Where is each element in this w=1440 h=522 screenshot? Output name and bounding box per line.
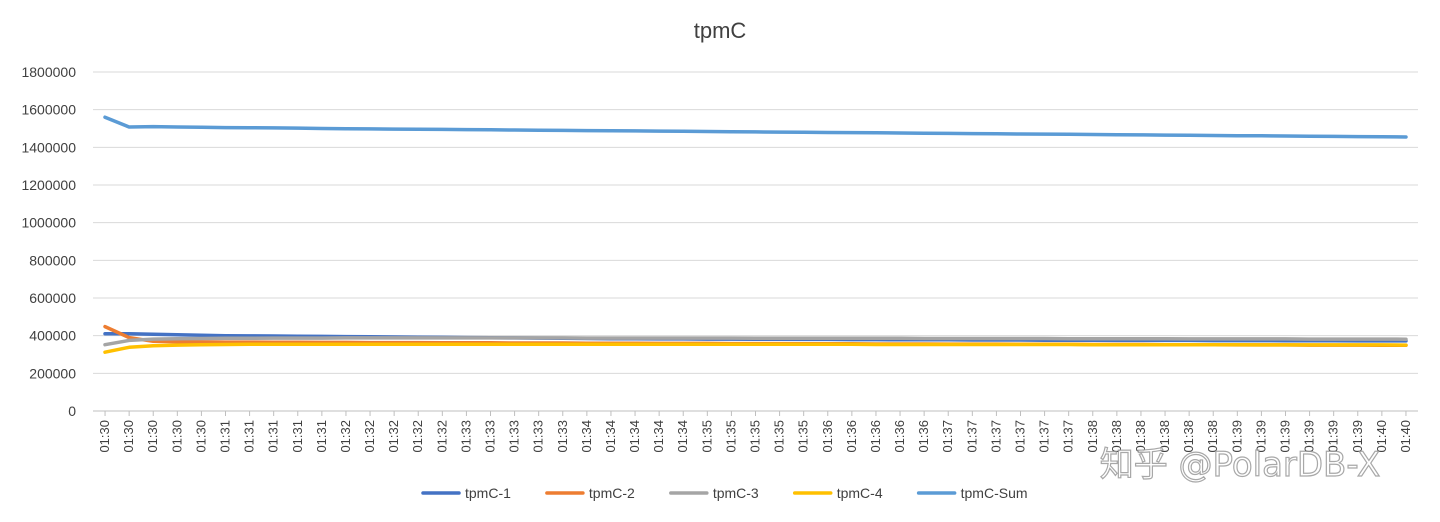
y-tick-label: 1400000 xyxy=(21,139,76,155)
x-tick-label: 01:31 xyxy=(266,420,281,453)
x-tick-label: 01:37 xyxy=(940,420,955,453)
y-tick-label: 800000 xyxy=(29,252,76,268)
x-tick-label: 01:33 xyxy=(555,420,570,453)
x-tick-label: 01:34 xyxy=(627,420,642,453)
watermark-text: 知乎 @PolarDB-X xyxy=(1100,445,1381,485)
series-line-tpmc-sum xyxy=(103,115,1408,139)
y-tick-label: 1000000 xyxy=(21,215,76,231)
x-tick-label: 01:36 xyxy=(868,420,883,453)
x-tick-label: 01:39 xyxy=(1302,420,1317,453)
x-tick-label: 01:39 xyxy=(1278,420,1293,453)
x-tick-label: 01:38 xyxy=(1109,420,1124,453)
x-tick-label: 01:37 xyxy=(1061,420,1076,453)
x-tick-label: 01:33 xyxy=(531,420,546,453)
x-tick-label: 01:33 xyxy=(483,420,498,453)
x-tick-label: 01:38 xyxy=(1157,420,1172,453)
x-tick-label: 01:38 xyxy=(1181,420,1196,453)
chart-title: tpmC xyxy=(694,18,747,43)
x-tick-label: 01:39 xyxy=(1326,420,1341,453)
x-tick-label: 01:30 xyxy=(121,420,136,453)
x-tick-label: 01:40 xyxy=(1374,420,1389,453)
x-tick-label: 01:38 xyxy=(1133,420,1148,453)
x-tick-label: 01:33 xyxy=(507,420,522,453)
x-tick-label: 01:40 xyxy=(1398,420,1413,453)
x-tick-label: 01:30 xyxy=(193,420,208,453)
x-tick-label: 01:31 xyxy=(218,420,233,453)
x-tick-label: 01:32 xyxy=(362,420,377,453)
gridlines xyxy=(93,71,1418,412)
legend-label: tpmC-2 xyxy=(589,485,635,501)
x-tick-label: 01:37 xyxy=(1037,420,1052,453)
x-tick-label: 01:33 xyxy=(458,420,473,453)
x-tick-label: 01:30 xyxy=(169,420,184,453)
y-tick-label: 600000 xyxy=(29,290,76,306)
legend-label: tpmC-Sum xyxy=(961,485,1028,501)
x-tick-label: 01:34 xyxy=(579,420,594,453)
x-tick-label: 01:32 xyxy=(434,420,449,453)
legend-label: tpmC-1 xyxy=(465,485,511,501)
y-tick-label: 0 xyxy=(68,403,76,419)
x-tick-label: 01:35 xyxy=(699,420,714,453)
y-tick-label: 1800000 xyxy=(21,64,76,80)
x-tick-label: 01:39 xyxy=(1229,420,1244,453)
x-tick-label: 01:31 xyxy=(290,420,305,453)
x-tick-label: 01:39 xyxy=(1253,420,1268,453)
x-tick-label: 01:30 xyxy=(97,420,112,453)
x-tick-label: 01:32 xyxy=(338,420,353,453)
series-line-tpmc-3 xyxy=(103,336,1408,347)
y-tick-label: 400000 xyxy=(29,328,76,344)
y-tick-label: 200000 xyxy=(29,365,76,381)
x-tick-label: 01:38 xyxy=(1085,420,1100,453)
x-tick-label: 01:32 xyxy=(410,420,425,453)
y-tick-label: 1200000 xyxy=(21,177,76,193)
y-axis-tick-labels: 0 200000 400000 600000 800000 1000000 1200000 1… xyxy=(21,64,76,419)
legend-label: tpmC-4 xyxy=(837,485,883,501)
x-tick-label: 01:35 xyxy=(796,420,811,453)
legend-label: tpmC-3 xyxy=(713,485,759,501)
x-tick-label: 01:31 xyxy=(242,420,257,453)
x-tick-label: 01:31 xyxy=(314,420,329,453)
x-tick-label: 01:30 xyxy=(145,420,160,453)
x-tick-label: 01:36 xyxy=(916,420,931,453)
x-tick-label: 01:37 xyxy=(1013,420,1028,453)
x-tick-label: 01:39 xyxy=(1350,420,1365,453)
x-tick-label: 01:34 xyxy=(603,420,618,453)
x-tick-label: 01:34 xyxy=(675,420,690,453)
x-tick-label: 01:35 xyxy=(723,420,738,453)
x-tick-label: 01:37 xyxy=(964,420,979,453)
x-tick-label: 01:38 xyxy=(1205,420,1220,453)
x-axis-tick-labels: 01:30 01:30 01:30 01:30 01:30 01:31 01:31 01:31… xyxy=(97,411,1413,453)
x-tick-label: 01:32 xyxy=(386,420,401,453)
x-tick-label: 01:35 xyxy=(772,420,787,453)
legend: tpmC-1 tpmC-2 tpmC-3 tpmC-4 tpmC-Sum xyxy=(421,485,1028,501)
x-tick-label: 01:35 xyxy=(748,420,763,453)
x-tick-label: 01:36 xyxy=(892,420,907,453)
series-line-tpmc-4 xyxy=(103,342,1408,354)
y-tick-label: 1600000 xyxy=(21,102,76,118)
series-lines xyxy=(103,115,1408,354)
x-tick-label: 01:37 xyxy=(988,420,1003,453)
x-tick-label: 01:36 xyxy=(844,420,859,453)
x-tick-label: 01:36 xyxy=(820,420,835,453)
x-tick-label: 01:34 xyxy=(651,420,666,453)
